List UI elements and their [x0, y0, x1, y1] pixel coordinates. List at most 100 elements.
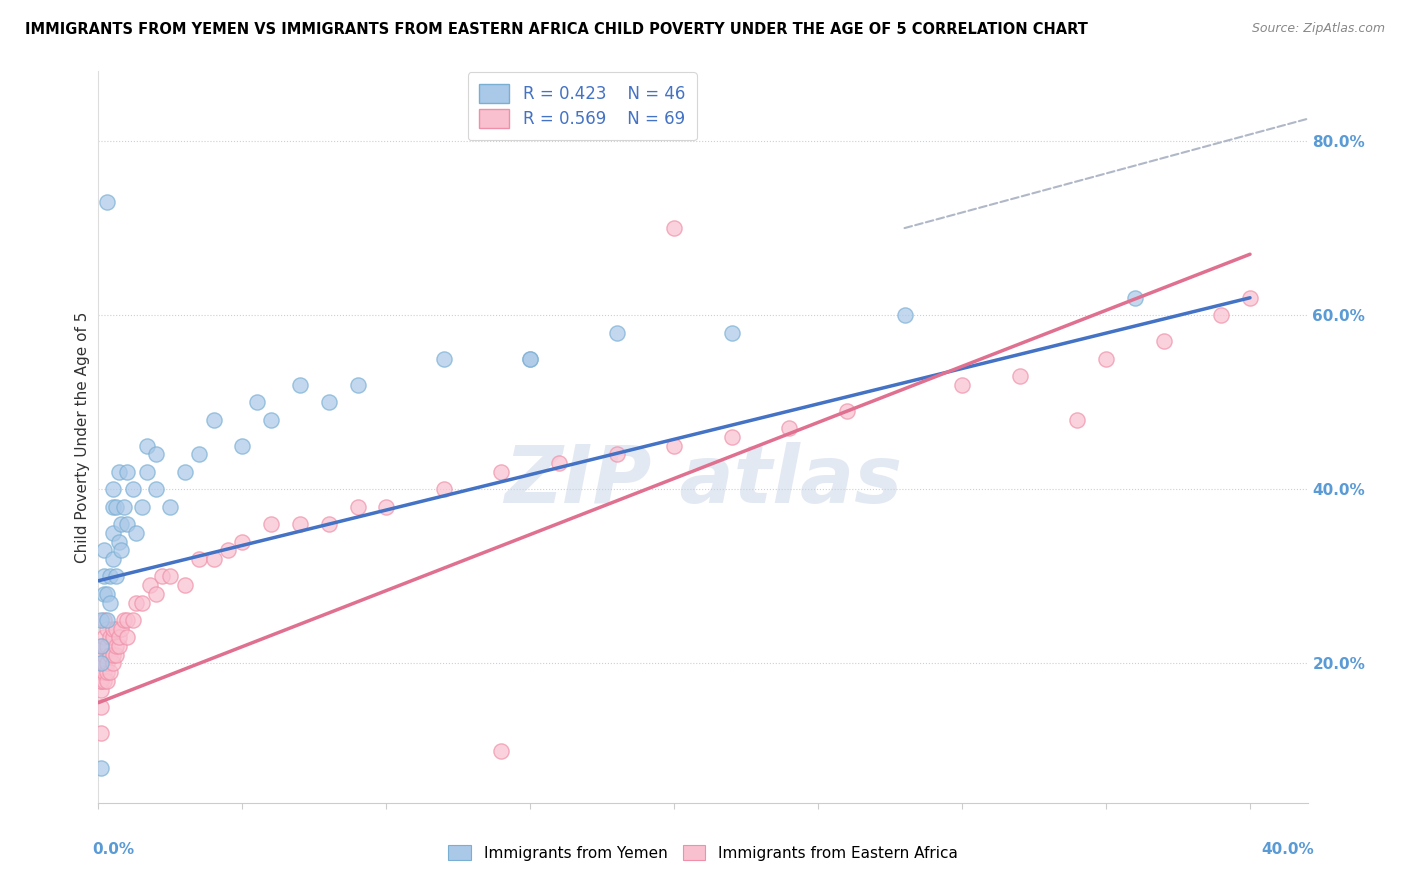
- Point: [173, 465, 195, 479]
- Point: [346, 377, 368, 392]
- Point: [145, 448, 167, 462]
- Point: [93, 613, 115, 627]
- Point: [778, 421, 800, 435]
- Point: [101, 500, 124, 514]
- Point: [664, 221, 686, 235]
- Point: [606, 448, 628, 462]
- Point: [110, 543, 132, 558]
- Point: [90, 657, 112, 671]
- Point: [104, 639, 127, 653]
- Point: [519, 351, 541, 366]
- Point: [159, 569, 181, 583]
- Point: [107, 534, 129, 549]
- Point: [145, 587, 167, 601]
- Point: [1123, 291, 1146, 305]
- Point: [1095, 351, 1118, 366]
- Point: [101, 631, 124, 645]
- Point: [231, 439, 253, 453]
- Point: [115, 517, 138, 532]
- Point: [288, 377, 311, 392]
- Point: [96, 657, 118, 671]
- Point: [491, 465, 513, 479]
- Point: [107, 639, 129, 653]
- Point: [519, 351, 541, 366]
- Point: [136, 439, 159, 453]
- Point: [101, 483, 124, 497]
- Point: [104, 622, 127, 636]
- Point: [318, 395, 340, 409]
- Point: [93, 657, 115, 671]
- Point: [375, 500, 398, 514]
- Point: [112, 500, 135, 514]
- Point: [93, 657, 115, 671]
- Point: [122, 613, 145, 627]
- Point: [1153, 334, 1175, 349]
- Point: [835, 404, 858, 418]
- Point: [96, 587, 118, 601]
- Point: [104, 648, 127, 662]
- Point: [90, 665, 112, 680]
- Point: [1008, 369, 1031, 384]
- Text: Source: ZipAtlas.com: Source: ZipAtlas.com: [1251, 22, 1385, 36]
- Point: [98, 569, 121, 583]
- Point: [131, 595, 153, 609]
- Point: [1239, 291, 1261, 305]
- Point: [720, 326, 742, 340]
- Point: [110, 517, 132, 532]
- Point: [139, 578, 162, 592]
- Point: [125, 595, 148, 609]
- Point: [93, 665, 115, 680]
- Point: [93, 631, 115, 645]
- Point: [246, 395, 269, 409]
- Point: [101, 648, 124, 662]
- Point: [98, 665, 121, 680]
- Point: [125, 525, 148, 540]
- Point: [112, 613, 135, 627]
- Point: [173, 578, 195, 592]
- Point: [98, 631, 121, 645]
- Point: [93, 639, 115, 653]
- Point: [90, 639, 112, 653]
- Point: [491, 743, 513, 757]
- Point: [90, 639, 112, 653]
- Point: [188, 552, 211, 566]
- Text: ZIP atlas: ZIP atlas: [503, 442, 903, 520]
- Point: [93, 648, 115, 662]
- Point: [433, 483, 456, 497]
- Point: [260, 517, 283, 532]
- Y-axis label: Child Poverty Under the Age of 5: Child Poverty Under the Age of 5: [75, 311, 90, 563]
- Point: [150, 569, 173, 583]
- Point: [93, 673, 115, 688]
- Text: 40.0%: 40.0%: [1261, 842, 1313, 857]
- Point: [115, 613, 138, 627]
- Text: IMMIGRANTS FROM YEMEN VS IMMIGRANTS FROM EASTERN AFRICA CHILD POVERTY UNDER THE : IMMIGRANTS FROM YEMEN VS IMMIGRANTS FROM…: [25, 22, 1088, 37]
- Point: [104, 569, 127, 583]
- Point: [90, 761, 112, 775]
- Point: [606, 326, 628, 340]
- Point: [115, 631, 138, 645]
- Point: [93, 587, 115, 601]
- Text: 0.0%: 0.0%: [93, 842, 135, 857]
- Point: [90, 665, 112, 680]
- Point: [231, 534, 253, 549]
- Point: [98, 595, 121, 609]
- Point: [98, 648, 121, 662]
- Point: [93, 569, 115, 583]
- Point: [136, 465, 159, 479]
- Point: [90, 700, 112, 714]
- Point: [96, 673, 118, 688]
- Point: [122, 483, 145, 497]
- Point: [96, 622, 118, 636]
- Point: [101, 657, 124, 671]
- Point: [93, 543, 115, 558]
- Point: [217, 543, 239, 558]
- Point: [159, 500, 181, 514]
- Point: [101, 552, 124, 566]
- Point: [90, 657, 112, 671]
- Point: [548, 456, 571, 470]
- Point: [1211, 308, 1233, 322]
- Point: [288, 517, 311, 532]
- Point: [188, 448, 211, 462]
- Point: [96, 194, 118, 209]
- Point: [1066, 412, 1088, 426]
